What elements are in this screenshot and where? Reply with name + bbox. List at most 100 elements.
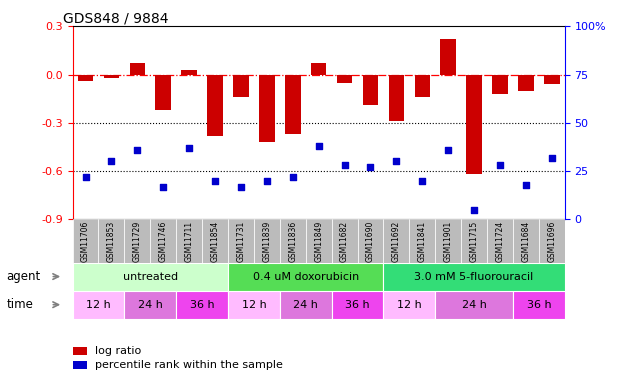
Bar bbox=[228, 262, 384, 291]
Text: untreated: untreated bbox=[122, 272, 178, 282]
Bar bbox=[487, 219, 513, 262]
Text: 36 h: 36 h bbox=[345, 300, 370, 310]
Point bbox=[469, 207, 479, 213]
Point bbox=[262, 178, 272, 184]
Point bbox=[236, 183, 246, 189]
Bar bbox=[384, 291, 435, 319]
Point bbox=[546, 154, 557, 160]
Bar bbox=[103, 75, 119, 78]
Text: GSM11839: GSM11839 bbox=[262, 220, 271, 262]
Text: GSM11853: GSM11853 bbox=[107, 220, 116, 262]
Text: 0.4 uM doxorubicin: 0.4 uM doxorubicin bbox=[252, 272, 359, 282]
Text: 24 h: 24 h bbox=[138, 300, 163, 310]
Text: percentile rank within the sample: percentile rank within the sample bbox=[95, 360, 283, 370]
Text: GSM11711: GSM11711 bbox=[185, 220, 194, 262]
Point bbox=[365, 164, 375, 170]
Bar bbox=[280, 291, 332, 319]
Bar bbox=[415, 75, 430, 97]
Bar bbox=[73, 347, 87, 355]
Text: GSM11692: GSM11692 bbox=[392, 220, 401, 262]
Text: 36 h: 36 h bbox=[190, 300, 215, 310]
Text: 3.0 mM 5-fluorouracil: 3.0 mM 5-fluorouracil bbox=[415, 272, 534, 282]
Text: GSM11836: GSM11836 bbox=[288, 220, 297, 262]
Point bbox=[391, 158, 401, 164]
Text: GSM11690: GSM11690 bbox=[366, 220, 375, 262]
Bar bbox=[78, 75, 93, 81]
Bar bbox=[311, 63, 326, 75]
Bar bbox=[98, 219, 124, 262]
Bar bbox=[435, 219, 461, 262]
Text: GSM11849: GSM11849 bbox=[314, 220, 323, 262]
Text: agent: agent bbox=[6, 270, 40, 283]
Bar bbox=[410, 219, 435, 262]
Bar bbox=[358, 219, 384, 262]
Text: GSM11731: GSM11731 bbox=[237, 220, 245, 262]
Bar bbox=[539, 219, 565, 262]
Bar bbox=[259, 75, 274, 142]
Point bbox=[81, 174, 91, 180]
Point bbox=[184, 145, 194, 151]
Text: GSM11746: GSM11746 bbox=[159, 220, 168, 262]
Bar bbox=[332, 219, 358, 262]
Point bbox=[133, 147, 143, 153]
Point bbox=[158, 183, 168, 189]
Point bbox=[314, 143, 324, 149]
Bar bbox=[150, 219, 176, 262]
Bar bbox=[466, 75, 482, 174]
Bar bbox=[337, 75, 352, 82]
Point bbox=[417, 178, 427, 184]
Bar bbox=[384, 219, 410, 262]
Text: time: time bbox=[6, 298, 33, 311]
Bar bbox=[124, 219, 150, 262]
Text: GDS848 / 9884: GDS848 / 9884 bbox=[62, 11, 168, 25]
Bar bbox=[181, 70, 197, 75]
Text: log ratio: log ratio bbox=[95, 346, 141, 356]
Bar bbox=[73, 219, 98, 262]
Bar bbox=[228, 291, 280, 319]
Text: GSM11854: GSM11854 bbox=[211, 220, 220, 262]
Text: 12 h: 12 h bbox=[86, 300, 111, 310]
Text: 12 h: 12 h bbox=[397, 300, 422, 310]
Point bbox=[288, 174, 298, 180]
Text: GSM11729: GSM11729 bbox=[133, 220, 142, 262]
Bar bbox=[518, 75, 534, 91]
Bar bbox=[73, 291, 124, 319]
Bar bbox=[176, 219, 202, 262]
Bar bbox=[207, 75, 223, 136]
Point bbox=[339, 162, 350, 168]
Bar bbox=[228, 219, 254, 262]
Bar bbox=[544, 75, 560, 84]
Text: GSM11706: GSM11706 bbox=[81, 220, 90, 262]
Bar bbox=[285, 75, 300, 134]
Bar bbox=[73, 262, 228, 291]
Text: GSM11724: GSM11724 bbox=[495, 220, 504, 262]
Bar bbox=[280, 219, 305, 262]
Text: 24 h: 24 h bbox=[293, 300, 318, 310]
Text: 12 h: 12 h bbox=[242, 300, 266, 310]
Bar bbox=[363, 75, 378, 105]
Bar bbox=[73, 361, 87, 369]
Bar bbox=[176, 291, 228, 319]
Bar bbox=[129, 63, 145, 75]
Text: GSM11684: GSM11684 bbox=[521, 220, 531, 262]
Bar bbox=[384, 262, 565, 291]
Text: GSM11696: GSM11696 bbox=[547, 220, 557, 262]
Text: 36 h: 36 h bbox=[526, 300, 551, 310]
Bar bbox=[233, 75, 249, 97]
Text: GSM11901: GSM11901 bbox=[444, 220, 452, 262]
Point bbox=[495, 162, 505, 168]
Bar bbox=[513, 291, 565, 319]
Bar bbox=[305, 219, 332, 262]
Bar bbox=[461, 219, 487, 262]
Point bbox=[443, 147, 453, 153]
Text: GSM11715: GSM11715 bbox=[469, 220, 478, 262]
Text: 24 h: 24 h bbox=[462, 300, 487, 310]
Text: GSM11841: GSM11841 bbox=[418, 220, 427, 262]
Bar bbox=[389, 75, 404, 121]
Bar bbox=[254, 219, 280, 262]
Point bbox=[210, 178, 220, 184]
Bar bbox=[202, 219, 228, 262]
Point bbox=[107, 158, 117, 164]
Point bbox=[521, 182, 531, 188]
Bar bbox=[492, 75, 508, 94]
